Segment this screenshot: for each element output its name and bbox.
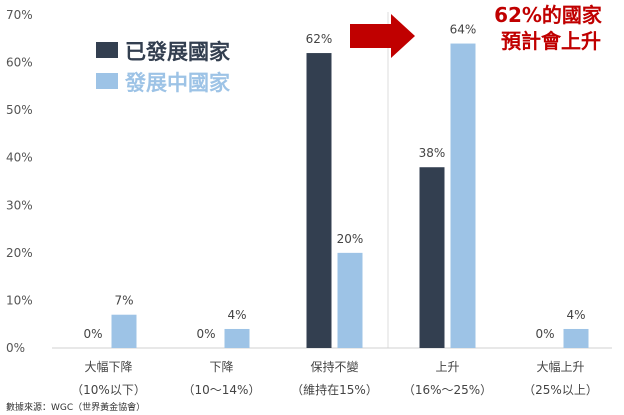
data-label: 7%: [114, 294, 133, 308]
y-tick-label: 50%: [6, 103, 33, 117]
legend-label-developing: 發展中國家: [124, 71, 231, 95]
y-tick-label: 40%: [6, 151, 33, 165]
category-label: 大幅上升: [536, 359, 584, 374]
category-sublabel: （16%～25%）: [403, 383, 492, 397]
category-label: 上升: [435, 360, 459, 374]
bar-developed: [419, 167, 445, 348]
bar-developing: [450, 43, 476, 349]
data-label: 20%: [337, 232, 364, 246]
source-note: 數據來源：WGC（世界黃金協會）: [6, 401, 145, 413]
category-sublabel: （維持在15%）: [291, 382, 378, 397]
category-sublabel: （25%以上）: [523, 383, 598, 397]
y-axis: 0% 10% 20% 30% 40% 50% 60% 70%: [6, 8, 33, 355]
bar-developing: [337, 252, 363, 348]
y-tick-label: 70%: [6, 8, 33, 22]
category-sublabel: （10%以下）: [71, 383, 146, 397]
bar-developing: [224, 328, 250, 348]
y-tick-label: 10%: [6, 293, 33, 307]
legend-swatch-developed: [96, 42, 118, 58]
data-label: 38%: [419, 146, 446, 160]
callout-arrow-icon: [350, 14, 415, 58]
category-label: 下降: [209, 360, 233, 374]
callout-line2: 預計會上升: [501, 29, 601, 53]
data-label: 64%: [450, 23, 477, 37]
data-labels: 0% 7% 0% 4% 62% 20% 38% 64% 0% 4%: [83, 23, 585, 341]
y-tick-label: 30%: [6, 198, 33, 212]
bar-developed: [306, 53, 332, 349]
data-label: 4%: [227, 308, 246, 322]
bar-developing: [111, 314, 137, 348]
y-tick-label: 60%: [6, 56, 33, 70]
category-label: 保持不變: [310, 359, 358, 374]
data-label: 0%: [83, 327, 102, 341]
callout: 62%的國家 預計會上升: [350, 3, 603, 58]
data-label: 0%: [535, 327, 554, 341]
legend-label-developed: 已發展國家: [125, 40, 231, 64]
callout-line1: 62%的國家: [494, 3, 603, 27]
data-label: 4%: [566, 308, 585, 322]
data-label: 62%: [306, 32, 333, 46]
y-tick-label: 0%: [6, 341, 25, 355]
category-sublabel: （10～14%）: [183, 383, 261, 397]
legend-swatch-developing: [96, 73, 118, 89]
data-label: 0%: [196, 327, 215, 341]
category-label: 大幅下降: [84, 359, 132, 374]
bar-developing: [563, 328, 589, 348]
y-tick-label: 20%: [6, 246, 33, 260]
bars: [111, 43, 589, 349]
legend: 已發展國家 發展中國家: [96, 40, 231, 95]
category-labels: 大幅下降 （10%以下） 下降 （10～14%） 保持不變 （維持在15%） 上升 （16%～…: [71, 359, 598, 397]
